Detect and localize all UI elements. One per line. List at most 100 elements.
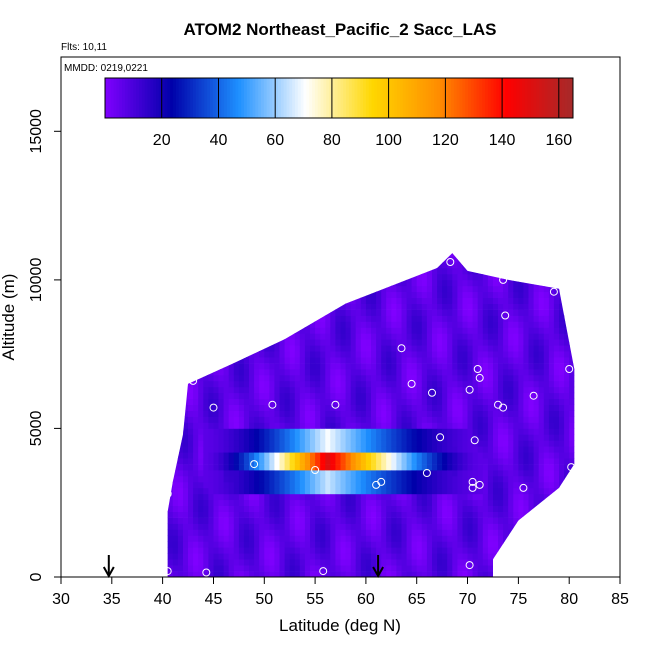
heatmap-cell [243, 386, 250, 394]
heatmap-cell [462, 452, 468, 459]
colorbar-segment [451, 78, 455, 118]
heatmap-cell [386, 493, 392, 501]
colorbar-segment [521, 78, 526, 118]
heatmap-cell [274, 547, 280, 554]
heatmap-cell [284, 410, 291, 417]
heatmap-cell [249, 452, 255, 459]
heatmap-cell [218, 422, 224, 429]
heatmap-cell [452, 351, 458, 358]
heatmap-cell [213, 374, 219, 382]
heatmap-cell [355, 339, 362, 346]
heatmap-cell [543, 505, 550, 512]
heatmap-cell [294, 386, 301, 394]
heatmap-cell [396, 487, 402, 495]
heatmap-cell [198, 345, 204, 352]
heatmap-cell [548, 333, 555, 340]
heatmap-cell [386, 291, 392, 298]
heatmap-cell [365, 351, 372, 358]
heatmap-cell [538, 268, 545, 275]
heatmap-cell [457, 321, 463, 328]
heatmap-cell [487, 541, 494, 548]
heatmap-cell [233, 398, 240, 405]
heatmap-cell [513, 541, 519, 548]
colorbar-segment [170, 78, 174, 118]
heatmap-cell [350, 493, 357, 501]
heatmap-cell [233, 273, 240, 281]
heatmap-cell [203, 303, 209, 310]
heatmap-cell [518, 511, 524, 518]
heatmap-cell [513, 256, 519, 263]
heatmap-cell [376, 392, 382, 400]
heatmap-cell [218, 571, 224, 577]
heatmap-cell [299, 392, 306, 400]
heatmap-cell [183, 517, 189, 524]
heatmap-cell [208, 345, 214, 352]
heatmap-cell [294, 487, 301, 495]
heatmap-cell [269, 440, 275, 447]
heatmap-cell [304, 351, 311, 358]
heatmap-cell [452, 380, 458, 388]
heatmap-cell [330, 410, 336, 417]
heatmap-cell [391, 517, 397, 524]
heatmap-cell [569, 273, 575, 281]
heatmap-cell [330, 499, 336, 506]
heatmap-cell [365, 422, 372, 429]
heatmap-cell [442, 351, 448, 358]
colorbar-segment [519, 78, 523, 118]
heatmap-cell [467, 470, 473, 477]
heatmap-cell [569, 380, 575, 388]
heatmap-cell [543, 452, 550, 459]
heatmap-cell [498, 559, 504, 566]
heatmap-cell [259, 487, 265, 495]
heatmap-cell [432, 553, 438, 560]
heatmap-cell [355, 434, 362, 441]
heatmap-cell [416, 404, 423, 411]
heatmap-cell [416, 428, 423, 435]
heatmap-cell [442, 416, 448, 423]
heatmap-cell [508, 464, 514, 471]
heatmap-cell [228, 440, 235, 447]
heatmap-cell [172, 357, 179, 364]
heatmap-cell [274, 458, 280, 465]
heatmap-cell [249, 428, 255, 435]
heatmap-cell [518, 253, 524, 257]
heatmap-cell [228, 559, 235, 566]
heatmap-cell [437, 253, 443, 257]
heatmap-cell [543, 256, 550, 263]
heatmap-cell [294, 458, 301, 465]
heatmap-cell [467, 351, 473, 358]
heatmap-cell [467, 268, 473, 275]
heatmap-cell [482, 428, 489, 435]
heatmap-cell [183, 535, 189, 542]
colorbar-segment [411, 78, 415, 118]
colorbar-segment [462, 78, 466, 118]
heatmap-cell [574, 482, 580, 488]
heatmap-cell [355, 559, 362, 566]
heatmap-cell [365, 434, 372, 441]
heatmap-cell [223, 565, 230, 572]
heatmap-cell [523, 404, 529, 411]
heatmap-cell [274, 428, 280, 435]
heatmap-cell [274, 523, 280, 530]
heatmap-cell [330, 541, 336, 548]
heatmap-cell [208, 464, 214, 471]
heatmap-cell [472, 571, 479, 577]
heatmap-cell [538, 327, 545, 334]
heatmap-cell [228, 309, 235, 316]
heatmap-cell [345, 547, 352, 554]
heatmap-cell [503, 464, 509, 471]
heatmap-cell [493, 487, 499, 495]
heatmap-cell [279, 499, 285, 506]
heatmap-cell [279, 291, 285, 298]
heatmap-cell [518, 553, 524, 560]
heatmap-cell [269, 505, 275, 512]
heatmap-cell [548, 470, 555, 477]
heatmap-cell [442, 422, 448, 429]
heatmap-cell [386, 351, 392, 358]
heatmap-cell [533, 553, 540, 560]
heatmap-cell [345, 273, 352, 281]
heatmap-cell [503, 529, 509, 536]
heatmap-cell [498, 464, 504, 471]
heatmap-cell [462, 535, 468, 542]
heatmap-cell [315, 434, 321, 441]
